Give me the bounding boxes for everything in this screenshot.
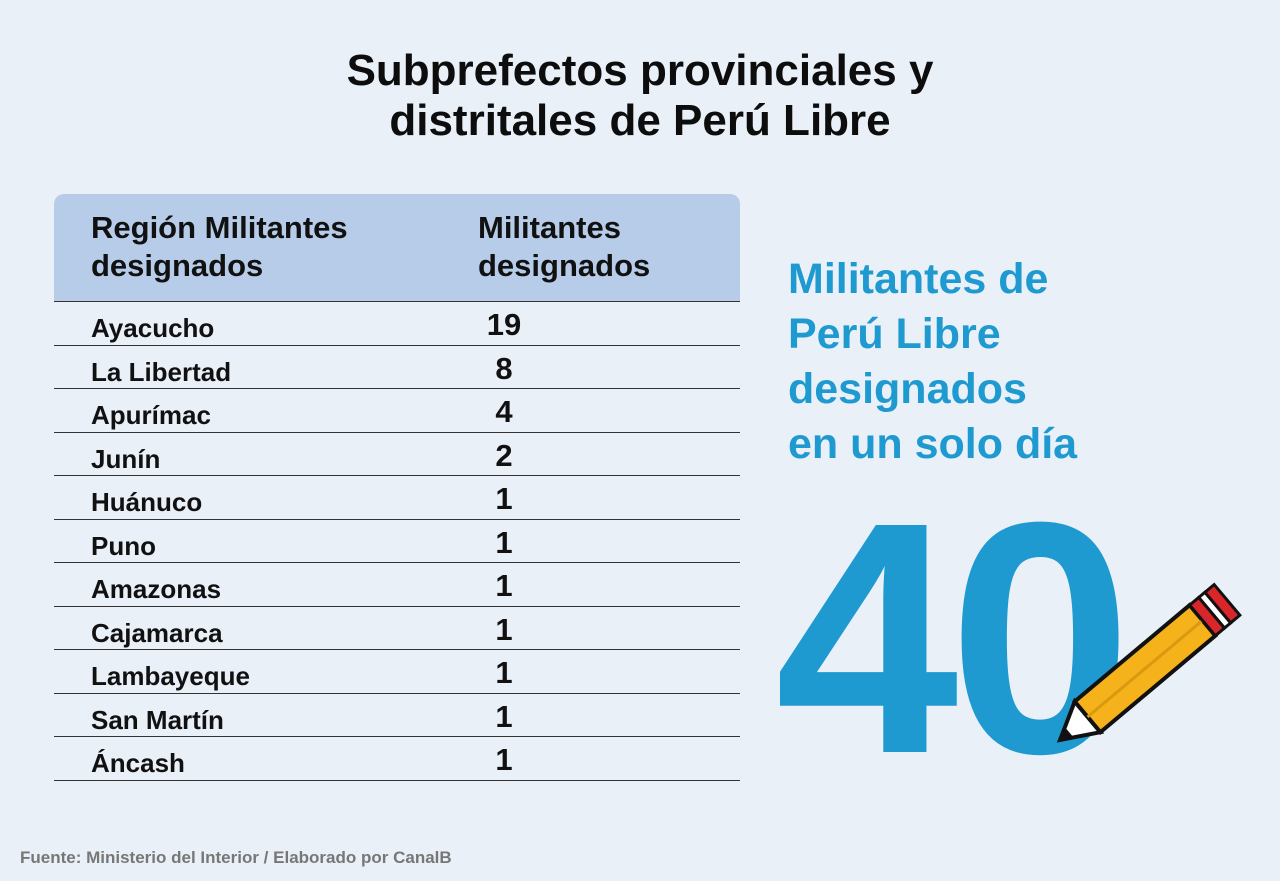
source-note: Fuente: Ministerio del Interior / Elabor… xyxy=(20,848,452,867)
militants-count: 4 xyxy=(495,394,513,429)
table-row: Cajamarca 1 xyxy=(54,607,740,650)
table-row: Lambayeque 1 xyxy=(54,650,740,694)
militants-count: 1 xyxy=(495,698,513,734)
region-name: Áncash xyxy=(91,748,185,778)
table-row: Áncash 1 xyxy=(54,737,740,781)
side-caption: Militantes de Perú Libre designados en u… xyxy=(788,252,1208,472)
side-line-3: designados xyxy=(788,365,1027,413)
militants-count: 8 xyxy=(495,350,513,386)
region-name: San Martín xyxy=(91,704,224,735)
title-line-2: distritales de Perú Libre xyxy=(389,96,891,145)
region-name: Ayacucho xyxy=(91,313,215,343)
side-line-4: en un solo día xyxy=(788,420,1078,468)
title-line-1: Subprefectos provinciales y xyxy=(346,46,934,95)
region-name: Puno xyxy=(91,530,156,561)
table-row: San Martín 1 xyxy=(54,694,740,737)
region-name: Apurímac xyxy=(91,400,211,430)
region-name: Huánuco xyxy=(91,487,203,517)
table-row: Apurímac 4 xyxy=(54,389,740,433)
data-table: Región Militantes designados Militantes … xyxy=(54,194,740,781)
column-header-region: Región Militantes designados xyxy=(91,210,348,283)
side-line-1: Militantes de xyxy=(788,255,1049,303)
table-header: Región Militantes designados Militantes … xyxy=(54,194,740,302)
militants-count: 1 xyxy=(495,481,513,516)
militants-count: 1 xyxy=(495,524,513,560)
pencil-icon xyxy=(1056,582,1242,743)
total-number: 40 xyxy=(775,490,1122,790)
table-row: Puno 1 xyxy=(54,520,740,563)
region-name: Lambayeque xyxy=(91,661,250,691)
militants-count: 19 xyxy=(486,307,522,342)
table-row: Huánuco 1 xyxy=(54,476,740,520)
militants-count: 1 xyxy=(495,568,513,603)
table-row: Amazonas 1 xyxy=(54,563,740,607)
table-body: Ayacucho 19 La Libertad 8 Apurímac 4 Junín 2 Huá… xyxy=(54,302,740,781)
table-row: La Libertad 8 xyxy=(54,346,740,389)
militants-count: 1 xyxy=(495,655,513,690)
militants-count: 1 xyxy=(495,611,513,647)
table-row: Junín 2 xyxy=(54,433,740,476)
region-name: Junín xyxy=(91,443,161,474)
table-row: Ayacucho 19 xyxy=(54,302,740,346)
militants-count: 2 xyxy=(495,437,513,473)
region-name: Cajamarca xyxy=(91,617,223,648)
militants-count: 1 xyxy=(495,742,513,777)
total-figure: 40 xyxy=(775,490,1242,790)
column-header-count: Militantes designados xyxy=(478,210,651,283)
side-line-2: Perú Libre xyxy=(788,310,1001,358)
region-name: Amazonas xyxy=(91,574,222,604)
page-title: Subprefectos provinciales y distritales … xyxy=(0,46,1280,146)
region-name: La Libertad xyxy=(91,356,232,387)
